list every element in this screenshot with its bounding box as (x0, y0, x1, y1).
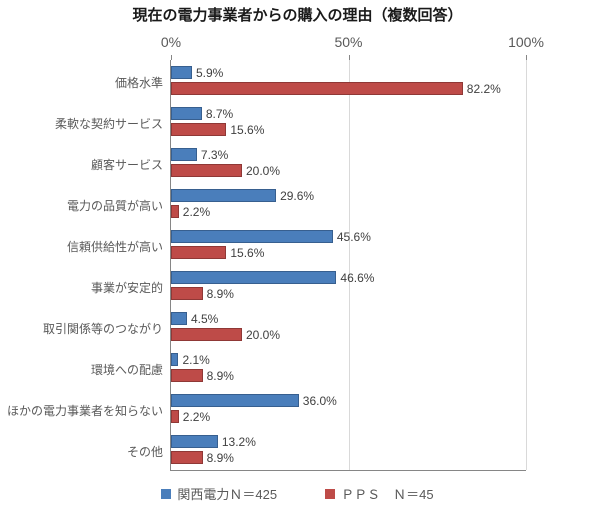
bar-value-label: 8.9% (207, 369, 234, 383)
bar-series-1 (171, 246, 226, 259)
category-label: 事業が安定的 (91, 279, 163, 296)
category-label: 環境への配慮 (91, 361, 163, 378)
bar-series-1 (171, 410, 179, 423)
bar-series-0 (171, 107, 202, 120)
legend-item-series-0: 関西電力Ｎ＝425 (161, 484, 277, 503)
bar-value-label: 8.7% (206, 107, 233, 121)
category-label: ほかの電力事業者を知らない (7, 402, 163, 419)
bar-series-0 (171, 394, 299, 407)
bar-value-label: 36.0% (303, 394, 337, 408)
bar-value-label: 20.0% (246, 164, 280, 178)
chart-canvas: 現在の電力事業者からの購入の理由（複数回答） 0% 50% 100% 価格水準 5.9%… (0, 0, 595, 520)
legend-swatch (325, 489, 335, 499)
x-tick-label: 50% (329, 34, 369, 50)
category-label: 取引関係等のつながり (43, 320, 163, 337)
bar-series-1 (171, 123, 226, 136)
chart-title: 現在の電力事業者からの購入の理由（複数回答） (0, 4, 595, 25)
bar-value-label: 46.6% (340, 271, 374, 285)
bar-series-0 (171, 230, 333, 243)
bar-value-label: 15.6% (230, 123, 264, 137)
bar-value-label: 82.2% (467, 82, 501, 96)
bar-series-1 (171, 287, 203, 300)
x-tickmark (171, 55, 172, 60)
bar-value-label: 15.6% (230, 246, 264, 260)
bar-series-0 (171, 148, 197, 161)
bar-series-0 (171, 312, 187, 325)
legend: 関西電力Ｎ＝425 ＰＰＳ Ｎ＝45 (0, 484, 595, 503)
bar-value-label: 29.6% (280, 189, 314, 203)
bar-series-0 (171, 435, 218, 448)
category-label: 価格水準 (115, 74, 163, 91)
category-label: 電力の品質が高い (67, 197, 163, 214)
legend-swatch (161, 489, 171, 499)
bar-series-0 (171, 189, 276, 202)
bar-series-0 (171, 271, 336, 284)
bar-value-label: 2.2% (183, 205, 210, 219)
bar-value-label: 20.0% (246, 328, 280, 342)
bar-value-label: 2.2% (183, 410, 210, 424)
bar-series-1 (171, 369, 203, 382)
gridline (349, 60, 350, 470)
category-label: 信頼供給性が高い (67, 238, 163, 255)
bar-series-1 (171, 451, 203, 464)
gridline (526, 60, 527, 470)
legend-label: 関西電力Ｎ＝425 (177, 484, 277, 503)
bar-series-1 (171, 82, 463, 95)
bar-series-1 (171, 328, 242, 341)
bar-series-0 (171, 353, 178, 366)
bar-value-label: 13.2% (222, 435, 256, 449)
x-tick-label: 100% (506, 34, 546, 50)
bar-value-label: 5.9% (196, 66, 223, 80)
bar-series-1 (171, 205, 179, 218)
x-tickmark (349, 55, 350, 60)
bar-value-label: 45.6% (337, 230, 371, 244)
x-tick-label: 0% (151, 34, 191, 50)
bar-value-label: 7.3% (201, 148, 228, 162)
plot-area: 0%50%100%価格水準5.9%82.2%柔軟な契約サービス8.7%15.6%… (170, 60, 526, 471)
x-tickmark (526, 55, 527, 60)
bar-series-0 (171, 66, 192, 79)
bar-value-label: 4.5% (191, 312, 218, 326)
category-label: 顧客サービス (91, 156, 163, 173)
legend-label: ＰＰＳ Ｎ＝45 (341, 484, 433, 503)
category-label: その他 (127, 443, 163, 460)
bar-series-1 (171, 164, 242, 177)
legend-item-series-1: ＰＰＳ Ｎ＝45 (325, 484, 433, 503)
bar-value-label: 8.9% (207, 287, 234, 301)
bar-value-label: 8.9% (207, 451, 234, 465)
bar-value-label: 2.1% (182, 353, 209, 367)
category-label: 柔軟な契約サービス (55, 115, 163, 132)
